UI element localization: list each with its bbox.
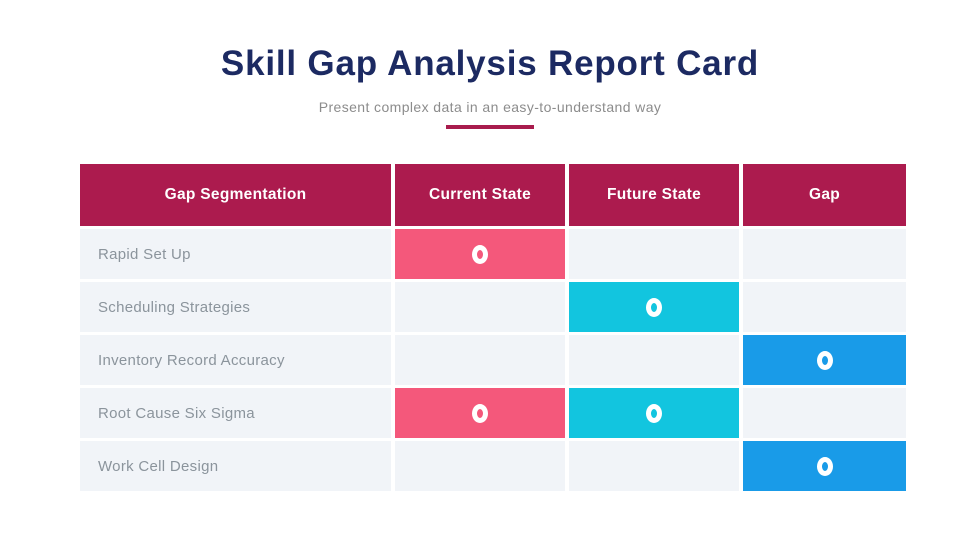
row-label: Root Cause Six Sigma — [80, 388, 391, 438]
row-label: Scheduling Strategies — [80, 282, 391, 332]
row-label: Rapid Set Up — [80, 229, 391, 279]
marker-cell-current-state — [395, 229, 565, 279]
ring-icon — [646, 403, 662, 423]
cell-current-state — [395, 441, 565, 491]
marker-cell-future-state — [569, 282, 739, 332]
skill-gap-table: Gap Segmentation Current State Future St… — [80, 164, 906, 491]
cell-future-state — [569, 335, 739, 385]
marker-cell-current-state — [395, 388, 565, 438]
column-header-future-state: Future State — [569, 164, 739, 226]
column-header-gap-segmentation: Gap Segmentation — [80, 164, 391, 226]
ring-icon — [472, 403, 488, 423]
ring-icon — [646, 297, 662, 317]
cell-gap — [743, 229, 906, 279]
ring-icon — [816, 456, 833, 476]
cell-current-state — [395, 282, 565, 332]
column-header-current-state: Current State — [395, 164, 565, 226]
ring-icon — [816, 350, 833, 370]
row-label: Work Cell Design — [80, 441, 391, 491]
subtitle-underline-accent — [446, 125, 534, 129]
marker-cell-gap — [743, 441, 906, 491]
marker-cell-future-state — [569, 388, 739, 438]
column-header-gap: Gap — [743, 164, 906, 226]
cell-gap — [743, 388, 906, 438]
row-label: Inventory Record Accuracy — [80, 335, 391, 385]
cell-gap — [743, 282, 906, 332]
cell-future-state — [569, 229, 739, 279]
marker-cell-gap — [743, 335, 906, 385]
cell-current-state — [395, 335, 565, 385]
cell-future-state — [569, 441, 739, 491]
page-subtitle: Present complex data in an easy-to-under… — [318, 99, 662, 115]
page-title: Skill Gap Analysis Report Card — [220, 44, 760, 83]
ring-icon — [472, 244, 488, 264]
